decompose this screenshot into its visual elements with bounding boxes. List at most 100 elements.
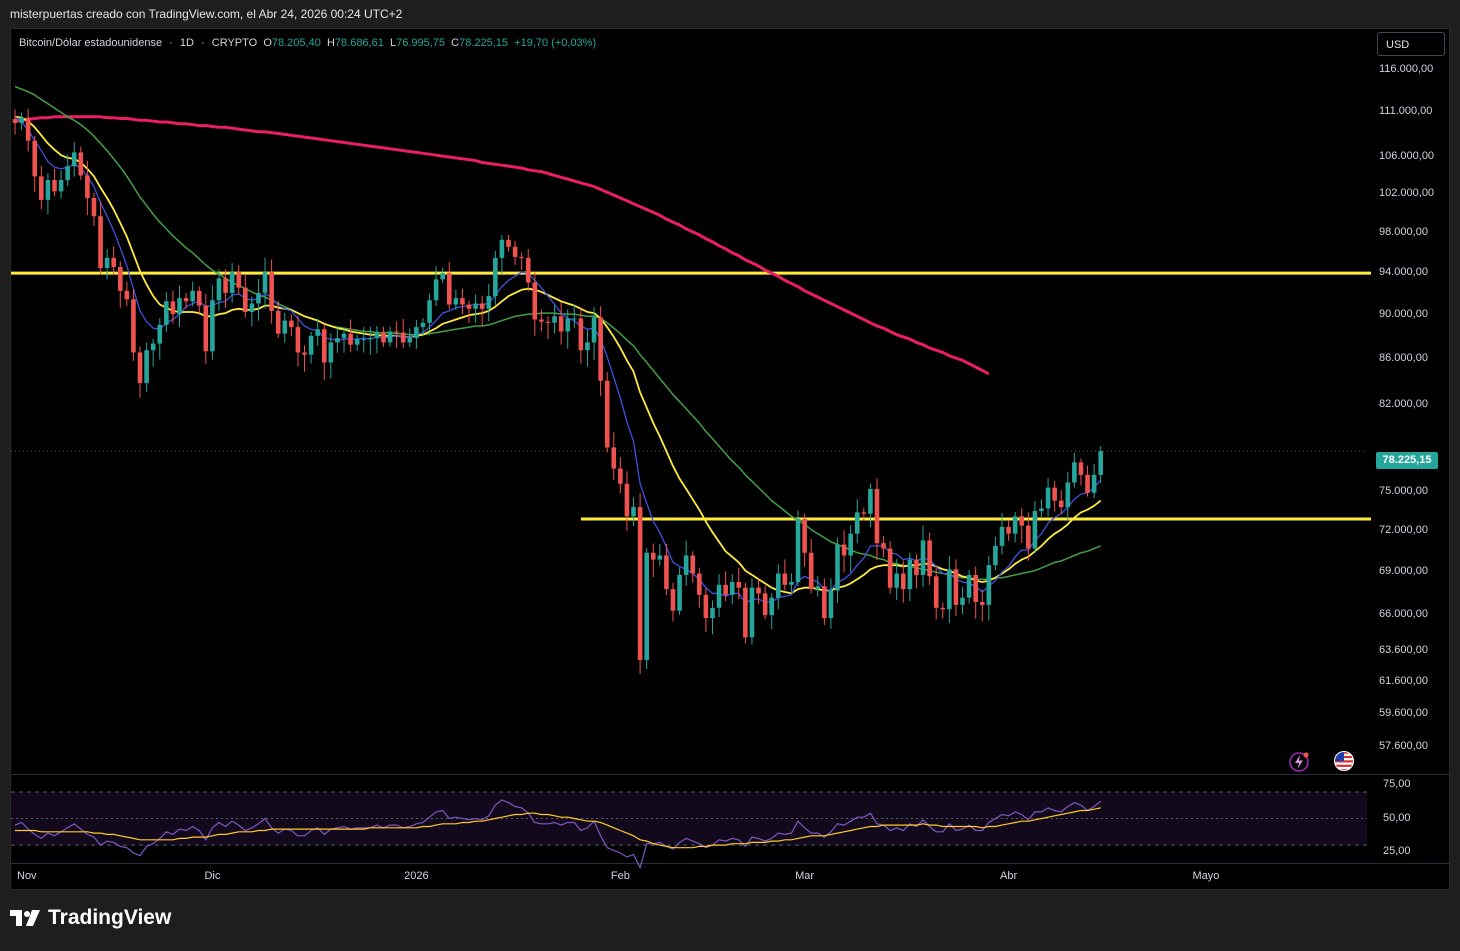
candle-body <box>690 555 696 574</box>
candle-body <box>39 176 44 200</box>
brand-name: TradingView <box>48 906 172 929</box>
candle-body <box>631 507 636 517</box>
time-tick-label: Dic <box>204 870 221 882</box>
candle-body <box>736 581 742 588</box>
candle-body <box>539 319 544 322</box>
price-tick-label: 98.000,00 <box>1379 225 1428 238</box>
candle-body <box>1052 487 1057 501</box>
candle-body <box>914 559 919 575</box>
candle-body <box>321 329 327 363</box>
currency-selector-button[interactable]: USD <box>1377 32 1445 56</box>
candle-body <box>999 526 1005 546</box>
candle-body <box>124 290 130 300</box>
candle-body <box>506 239 511 247</box>
price-chart[interactable] <box>11 29 1449 889</box>
candle-body <box>137 352 143 384</box>
candle-body <box>973 574 978 603</box>
candle-body <box>1078 462 1084 475</box>
candle-body <box>341 333 347 339</box>
candle-body <box>907 559 913 590</box>
candle-body <box>598 317 603 381</box>
candle-body <box>446 273 452 305</box>
candle-body <box>302 352 307 355</box>
candle-body <box>1065 482 1071 508</box>
candle-body <box>927 540 932 577</box>
candle-body <box>828 590 834 619</box>
candle-body <box>815 586 821 590</box>
candle-body <box>572 318 577 320</box>
price-tick-label: 102.000,00 <box>1379 187 1435 200</box>
chart-panel[interactable]: Bitcoin/Dólar estadounidense · 1D · CRYP… <box>10 28 1450 890</box>
candle-body <box>512 246 518 257</box>
candle-body <box>1006 526 1011 534</box>
candle-body <box>1026 525 1031 549</box>
candle-body <box>841 544 847 556</box>
candle-body <box>216 278 222 301</box>
candle-body <box>414 327 419 339</box>
candle-body <box>78 152 84 176</box>
candle-body <box>585 342 590 351</box>
price-tick-label: 86.000,00 <box>1379 352 1428 365</box>
us-flag-icon[interactable] <box>1333 750 1355 772</box>
candle-body <box>433 279 439 301</box>
candle-body <box>440 273 445 280</box>
candle-body <box>1091 474 1097 493</box>
candle-body <box>710 607 715 619</box>
candle-body <box>52 180 57 192</box>
candle-body <box>453 298 459 305</box>
rsi-band <box>11 791 1367 846</box>
candle-body <box>117 267 123 291</box>
rsi-tick-label: 50,00 <box>1383 811 1411 824</box>
candle-body <box>177 298 182 315</box>
candle-body <box>762 593 768 616</box>
time-tick-label: Mar <box>795 870 815 882</box>
candle-body <box>479 303 485 309</box>
candle-body <box>868 488 873 514</box>
candle-body <box>775 573 781 598</box>
candle-body <box>368 338 373 340</box>
candle-body <box>19 117 24 123</box>
candle-body <box>782 573 788 585</box>
candle-body <box>677 574 682 611</box>
candle-body <box>769 597 774 616</box>
symbol-legend: Bitcoin/Dólar estadounidense · 1D · CRYP… <box>19 37 597 49</box>
candle-body <box>966 574 972 598</box>
candle-body <box>150 343 156 351</box>
candle-body <box>920 540 926 575</box>
candle-body <box>558 316 564 332</box>
candle-body <box>993 545 998 566</box>
candle-body <box>315 329 320 336</box>
candle-body <box>466 304 472 309</box>
time-tick-label: Nov <box>17 870 37 882</box>
tradingview-logo-icon <box>10 910 40 926</box>
candle-body <box>295 327 301 353</box>
candle-body <box>262 272 268 293</box>
candle-body <box>400 332 406 343</box>
price-tick-label: 61.600,00 <box>1379 674 1428 687</box>
candle-body <box>328 342 334 363</box>
candle-body <box>795 518 801 582</box>
candle-body <box>111 257 116 268</box>
candle-body <box>275 310 281 334</box>
candle-body <box>1058 500 1064 508</box>
candle-body <box>933 576 939 608</box>
candle-body <box>335 338 340 343</box>
price-tick-label: 75.000,00 <box>1379 484 1428 497</box>
candle-body <box>637 507 643 661</box>
candle-body <box>203 305 209 352</box>
candle-body <box>71 152 77 167</box>
candle-body <box>170 301 176 315</box>
candle-body <box>611 447 617 469</box>
candle-body <box>196 290 202 306</box>
candle-body <box>144 350 149 384</box>
candle-body <box>1098 451 1103 475</box>
candle-body <box>249 303 255 312</box>
tradingview-brand[interactable]: TradingView <box>10 906 171 930</box>
time-tick-label: Mayo <box>1192 870 1220 882</box>
flash-icon[interactable] <box>1288 751 1310 773</box>
rsi-tick-label: 25,00 <box>1383 844 1411 857</box>
candle-body <box>650 552 656 560</box>
moving-average-line <box>14 115 1102 595</box>
candle-body <box>901 573 906 590</box>
candle-body <box>374 332 380 339</box>
